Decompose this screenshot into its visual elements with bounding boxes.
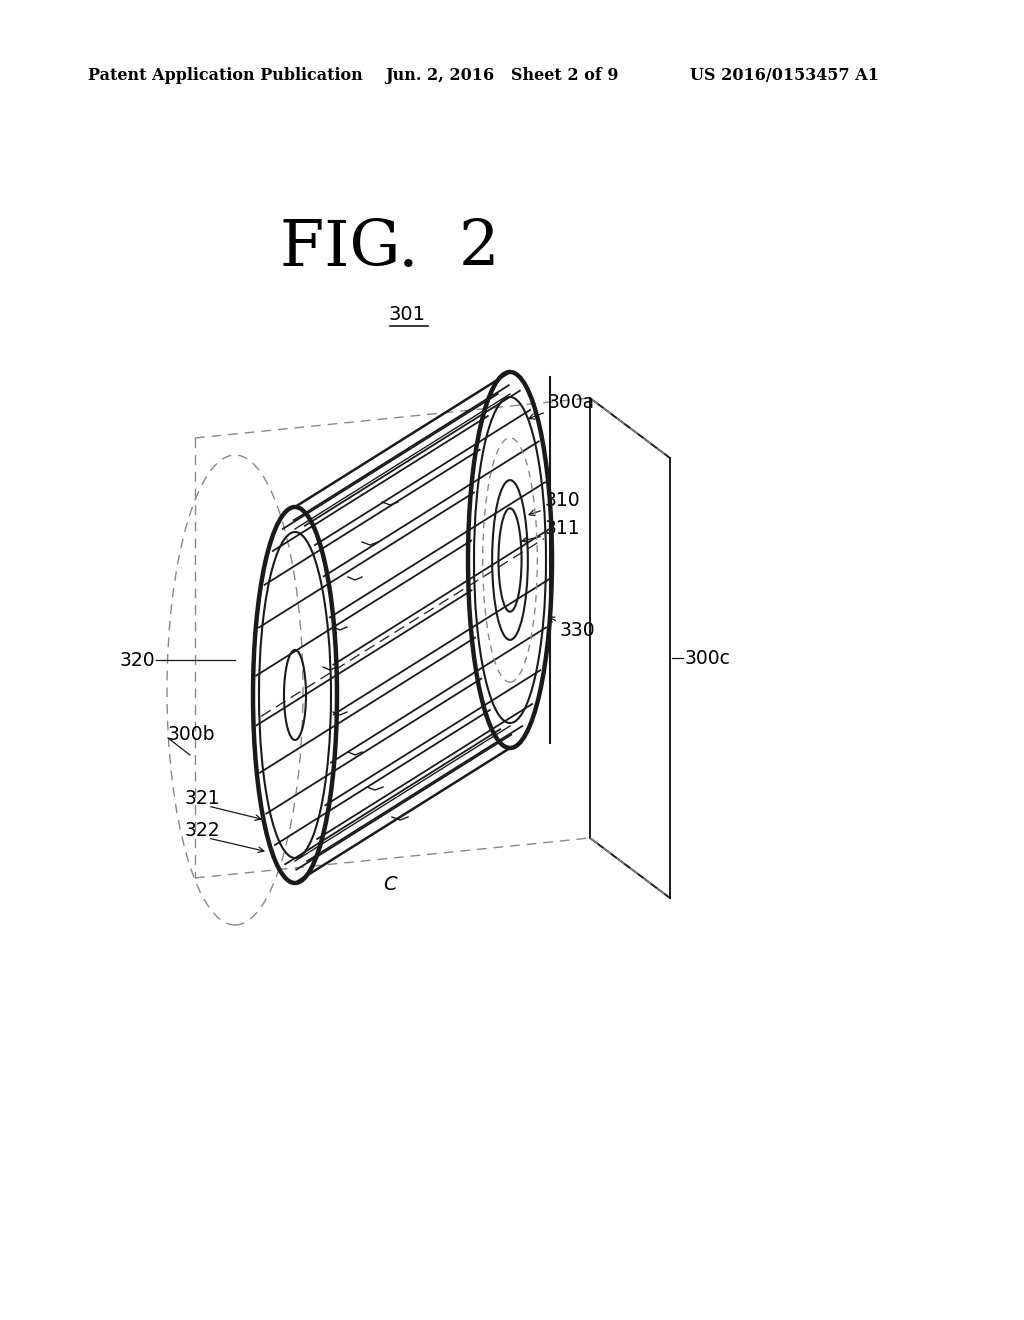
- Text: 300a: 300a: [548, 392, 595, 412]
- Text: 301: 301: [388, 305, 426, 325]
- Text: Patent Application Publication: Patent Application Publication: [88, 66, 362, 83]
- Text: 311: 311: [545, 519, 581, 537]
- Text: 321: 321: [185, 788, 220, 808]
- Text: 300c: 300c: [685, 648, 731, 668]
- Text: 322: 322: [185, 821, 220, 840]
- Text: 310: 310: [545, 491, 581, 510]
- Text: US 2016/0153457 A1: US 2016/0153457 A1: [690, 66, 879, 83]
- Text: FIG.  2: FIG. 2: [281, 218, 500, 279]
- Text: 320: 320: [120, 651, 155, 669]
- Text: C: C: [383, 875, 397, 895]
- Text: Jun. 2, 2016   Sheet 2 of 9: Jun. 2, 2016 Sheet 2 of 9: [385, 66, 618, 83]
- Text: 300b: 300b: [168, 726, 215, 744]
- Text: 330: 330: [560, 620, 596, 639]
